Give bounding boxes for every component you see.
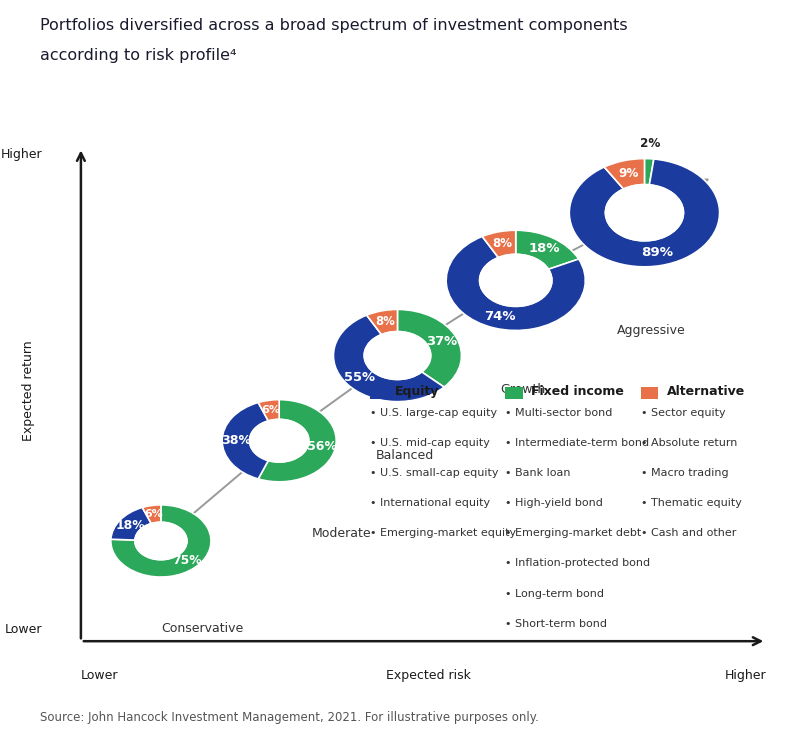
Text: Equity: Equity xyxy=(396,385,440,398)
Text: 6%: 6% xyxy=(261,405,281,415)
Text: Balanced: Balanced xyxy=(375,450,434,462)
Text: • U.S. mid-cap equity: • U.S. mid-cap equity xyxy=(370,439,489,448)
Text: • High-yield bond: • High-yield bond xyxy=(506,498,604,509)
Wedge shape xyxy=(258,399,279,421)
Text: Aggressive: Aggressive xyxy=(617,324,686,338)
Bar xyxy=(641,387,659,399)
Text: • Sector equity: • Sector equity xyxy=(641,408,726,418)
Text: Growth: Growth xyxy=(500,383,545,396)
Text: Moderate: Moderate xyxy=(312,527,371,540)
Text: 38%: 38% xyxy=(221,434,251,447)
Text: 2%: 2% xyxy=(640,137,661,150)
Text: Lower: Lower xyxy=(5,624,43,636)
Text: 74%: 74% xyxy=(484,310,515,323)
Bar xyxy=(370,387,387,399)
Circle shape xyxy=(135,523,187,559)
Wedge shape xyxy=(333,315,444,402)
Circle shape xyxy=(480,254,552,307)
Wedge shape xyxy=(482,230,515,257)
Circle shape xyxy=(249,419,309,462)
Text: • International equity: • International equity xyxy=(370,498,489,509)
Text: 55%: 55% xyxy=(344,371,375,383)
Text: • Multi-sector bond: • Multi-sector bond xyxy=(506,408,612,418)
Text: 8%: 8% xyxy=(493,237,513,250)
Circle shape xyxy=(605,184,684,241)
Text: 9%: 9% xyxy=(618,167,638,180)
Text: Higher: Higher xyxy=(1,147,43,161)
Circle shape xyxy=(364,332,430,380)
Wedge shape xyxy=(366,310,397,335)
Text: • Inflation-protected bond: • Inflation-protected bond xyxy=(506,559,650,568)
Text: Higher: Higher xyxy=(725,668,766,682)
Wedge shape xyxy=(222,402,269,479)
Text: 75%: 75% xyxy=(172,554,202,567)
Wedge shape xyxy=(111,505,211,577)
Wedge shape xyxy=(604,158,645,189)
Text: 8%: 8% xyxy=(375,315,396,328)
Wedge shape xyxy=(515,230,578,269)
Text: 6%: 6% xyxy=(144,509,163,519)
Text: 89%: 89% xyxy=(641,246,673,259)
Wedge shape xyxy=(570,159,719,267)
Wedge shape xyxy=(447,237,585,330)
Text: • Emerging-market equity: • Emerging-market equity xyxy=(370,528,516,539)
Wedge shape xyxy=(258,399,337,482)
Text: • Absolute return: • Absolute return xyxy=(641,439,737,448)
Text: Alternative: Alternative xyxy=(667,385,745,398)
Wedge shape xyxy=(397,310,461,387)
Text: • Bank loan: • Bank loan xyxy=(506,468,571,478)
Text: Expected return: Expected return xyxy=(22,340,36,441)
Wedge shape xyxy=(645,158,654,185)
Wedge shape xyxy=(142,505,161,523)
Text: Fixed income: Fixed income xyxy=(531,385,624,398)
Text: • Emerging-market debt: • Emerging-market debt xyxy=(506,528,642,539)
Text: Source: John Hancock Investment Management, 2021. For illustrative purposes only: Source: John Hancock Investment Manageme… xyxy=(40,711,540,724)
Text: • Long-term bond: • Long-term bond xyxy=(506,589,604,598)
Text: 18%: 18% xyxy=(528,242,560,255)
Text: • Short-term bond: • Short-term bond xyxy=(506,618,608,629)
Text: • Macro trading: • Macro trading xyxy=(641,468,729,478)
Text: 18%: 18% xyxy=(115,519,145,531)
Text: Conservative: Conservative xyxy=(162,622,244,635)
Text: Expected risk: Expected risk xyxy=(387,668,471,682)
Text: Portfolios diversified across a broad spectrum of investment components: Portfolios diversified across a broad sp… xyxy=(40,18,628,33)
Text: • Intermediate-term bond: • Intermediate-term bond xyxy=(506,439,650,448)
Text: 56%: 56% xyxy=(307,440,337,453)
Text: • U.S. large-cap equity: • U.S. large-cap equity xyxy=(370,408,497,418)
Text: 37%: 37% xyxy=(426,335,458,348)
Bar xyxy=(506,387,523,399)
Text: • Cash and other: • Cash and other xyxy=(641,528,736,539)
Text: • Thematic equity: • Thematic equity xyxy=(641,498,742,509)
Wedge shape xyxy=(111,508,151,540)
Text: • U.S. small-cap equity: • U.S. small-cap equity xyxy=(370,468,498,478)
Text: according to risk profile⁴: according to risk profile⁴ xyxy=(40,48,237,63)
Text: Lower: Lower xyxy=(81,668,118,682)
